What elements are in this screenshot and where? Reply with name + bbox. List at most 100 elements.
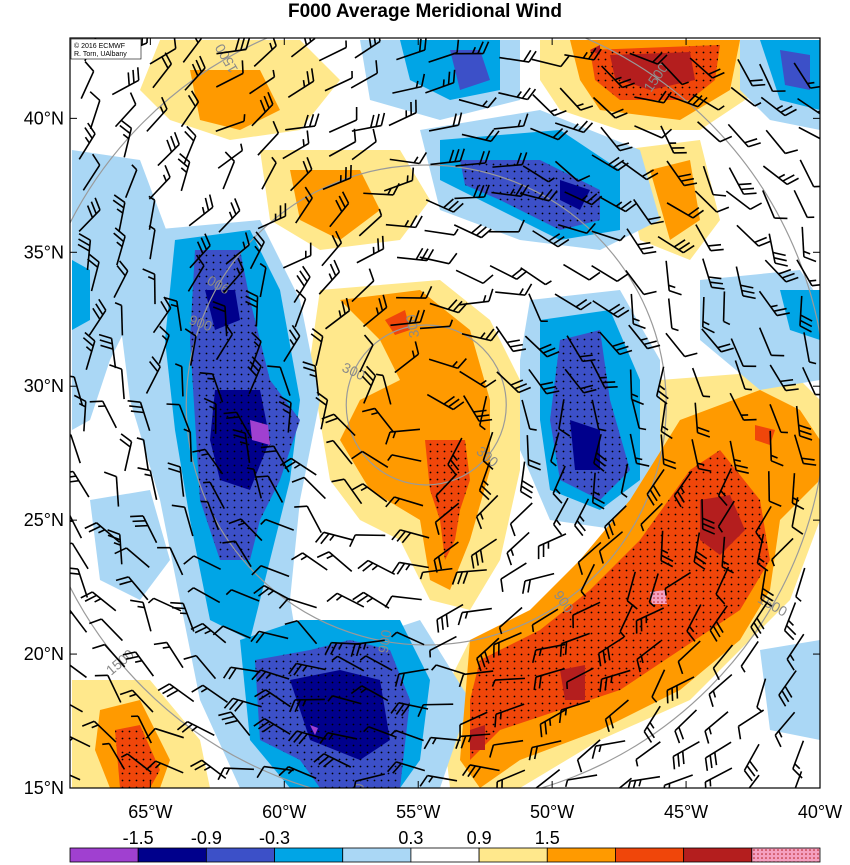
- wind-barb: [435, 473, 458, 503]
- wind-barb: [488, 219, 525, 233]
- wind-barb: [628, 324, 661, 350]
- colorbar-label: 0.9: [467, 828, 492, 848]
- wind-barb: [354, 38, 381, 59]
- wind-barb: [137, 467, 158, 500]
- wind-barb: [223, 411, 253, 439]
- wind-barb: [222, 540, 252, 568]
- wind-barb: [145, 356, 161, 394]
- wind-barb: [657, 235, 695, 254]
- wind-barb: [327, 695, 362, 705]
- ring-label: 1500: [346, 782, 367, 816]
- colorbar-label: -0.3: [259, 828, 290, 848]
- wind-barb: [167, 462, 185, 497]
- wind-barb: [660, 530, 674, 568]
- wind-barb: [600, 126, 633, 152]
- wind-barb: [326, 439, 353, 465]
- wind-barb: [192, 448, 224, 475]
- wind-barb: [225, 232, 250, 265]
- wind-barb: [758, 327, 785, 357]
- wind-barb: [428, 358, 467, 370]
- wind-barb: [783, 602, 797, 641]
- ring-label: 300: [402, 313, 422, 339]
- wind-barb: [491, 677, 525, 687]
- wind-barb: [604, 505, 627, 540]
- wind-barb: [629, 52, 668, 65]
- wind-barb: [563, 263, 601, 281]
- wind-barb: [294, 289, 307, 328]
- wind-barb: [70, 470, 90, 498]
- wind-barb: [509, 502, 533, 537]
- wind-barb: [390, 309, 426, 327]
- wind-barb: [666, 676, 695, 704]
- wind-barb: [389, 152, 428, 165]
- colorbar-label: 1.5: [535, 828, 560, 848]
- wind-barb: [80, 591, 117, 612]
- wind-barb: [717, 500, 735, 533]
- wind-barb: [394, 341, 420, 374]
- wind-barb: [760, 96, 797, 117]
- wind-barb: [250, 630, 289, 644]
- wind-barb: [634, 125, 673, 139]
- wind-barb: [774, 711, 796, 748]
- wind-barb: [217, 767, 254, 781]
- wind-barb: [691, 367, 711, 398]
- colorbar-swatch: [137, 847, 207, 863]
- wind-barb: [552, 465, 566, 504]
- wind-barb: [564, 774, 598, 787]
- wind-barb: [447, 437, 463, 476]
- wind-barb: [651, 669, 666, 703]
- wind-barb: [284, 619, 318, 645]
- wind-barb: [591, 472, 605, 510]
- wind-barb: [148, 165, 171, 200]
- wind-barb: [734, 360, 752, 391]
- wind-barb: [119, 433, 133, 472]
- wind-barb: [278, 395, 292, 433]
- wind-barb: [228, 518, 263, 542]
- wind-barb: [764, 259, 799, 283]
- wind-barb: [316, 551, 353, 572]
- wind-barb: [793, 62, 820, 89]
- wind-barb: [558, 700, 591, 724]
- y-tick-label: 25°N: [24, 510, 64, 530]
- wind-barb: [350, 639, 385, 657]
- wind-barb: [506, 531, 530, 566]
- wind-barb: [87, 253, 100, 292]
- wind-barb: [559, 87, 594, 111]
- wind-barb: [499, 49, 537, 63]
- wind-barb: [180, 90, 200, 128]
- ring-label: 900: [375, 628, 395, 654]
- wind-barb: [291, 552, 328, 571]
- wind-barb: [458, 670, 494, 688]
- wind-barb: [216, 38, 251, 55]
- wind-barb: [708, 673, 733, 707]
- colorbar-swatch: [478, 847, 548, 863]
- wind-barb: [396, 285, 433, 299]
- wind-barb: [351, 450, 389, 468]
- wind-barb: [673, 470, 693, 508]
- wind-barb: [80, 61, 95, 99]
- wind-barb: [695, 224, 724, 252]
- wind-barb: [177, 153, 191, 192]
- wind-barb: [392, 73, 426, 94]
- wind-barb: [521, 572, 555, 594]
- wind-barb: [621, 161, 659, 181]
- wind-barb: [492, 632, 522, 658]
- wind-barb: [222, 666, 261, 680]
- wind-barb: [396, 38, 427, 61]
- wind-barb: [350, 60, 379, 89]
- wind-barb: [188, 194, 214, 227]
- wind-barb: [361, 407, 394, 433]
- wind-barb: [522, 165, 555, 183]
- wind-barb: [212, 300, 228, 337]
- wind-barb: [289, 698, 325, 713]
- wind-barb: [769, 364, 799, 392]
- wind-barb: [697, 121, 733, 143]
- wind-barb: [519, 461, 534, 499]
- wind-barb: [419, 774, 458, 787]
- wind-barb: [246, 467, 263, 499]
- wind-barb: [665, 260, 682, 296]
- wind-barb: [200, 500, 220, 531]
- wind-barb: [532, 643, 566, 663]
- wind-barb: [176, 720, 215, 737]
- wind-barb: [665, 332, 698, 358]
